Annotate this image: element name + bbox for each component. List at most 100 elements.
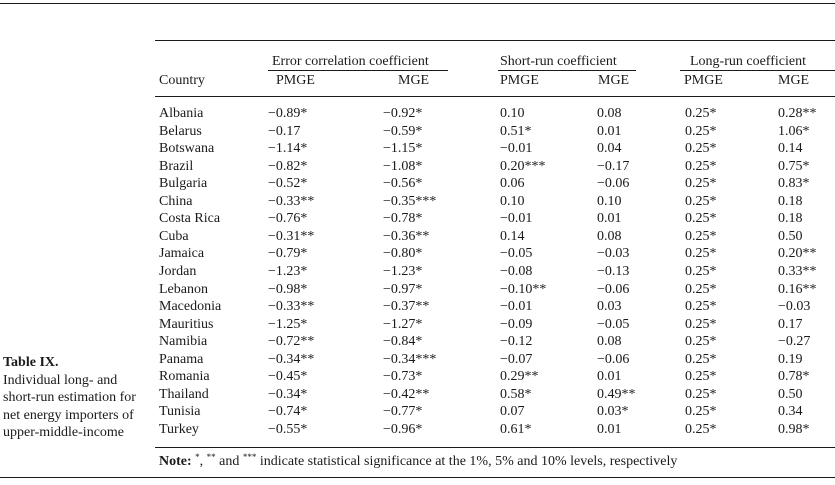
table-note: Note: *, ** and *** indicate statistical…: [159, 452, 678, 470]
cell-ec-pmge: −0.34*: [268, 386, 308, 402]
table-caption-text: Individual long- and short-run estimatio…: [3, 372, 136, 441]
cell-ec-mge: −1.27*: [383, 316, 423, 332]
note-sup-2: **: [206, 452, 216, 462]
cell-country: Costa Rica: [159, 211, 221, 227]
cell-sr-pmge: 0.10: [500, 106, 525, 121]
cell-lr-pmge: 0.25*: [685, 158, 717, 174]
table-row: Namibia −0.72** −0.84* −0.12 0.08 0.25* −0.27: [0, 334, 835, 352]
cell-sr-pmge: 0.20***: [500, 158, 546, 174]
cell-country: China: [159, 193, 193, 209]
table-row: Bulgaria −0.52* −0.56* 0.06 −0.06 0.25* 0.83*: [0, 176, 835, 194]
cell-sr-pmge: −0.12: [500, 334, 533, 350]
lr-group-underline: [680, 70, 835, 71]
cell-ec-pmge: −1.14*: [268, 141, 308, 157]
cell-ec-mge: −0.97*: [383, 281, 423, 297]
cell-sr-mge: −0.17: [597, 158, 630, 174]
cell-sr-mge: 0.03*: [597, 404, 629, 420]
cell-ec-mge: −0.59*: [383, 123, 423, 139]
cell-country: Macedonia: [159, 299, 222, 315]
cell-country: Cuba: [159, 228, 189, 244]
cell-sr-pmge: −0.07: [500, 351, 533, 367]
cell-sr-mge: 0.03: [597, 299, 622, 315]
cell-ec-mge: −1.08*: [383, 158, 423, 174]
cell-lr-pmge: 0.25*: [685, 193, 717, 209]
cell-sr-pmge: −0.08: [500, 263, 533, 279]
cell-lr-mge: 0.16**: [778, 281, 817, 297]
cell-lr-pmge: 0.25*: [685, 176, 717, 192]
cell-lr-mge: 0.50: [778, 228, 803, 244]
cell-lr-pmge: 0.25*: [685, 316, 717, 332]
cell-ec-pmge: −0.82*: [268, 158, 308, 174]
table-row: Turkey −0.55* −0.96* 0.61* 0.01 0.25* 0.98*: [0, 422, 835, 440]
cell-country: Lebanon: [159, 281, 208, 297]
cell-lr-mge: 0.17: [778, 316, 803, 332]
cell-lr-mge: 0.20**: [778, 246, 817, 262]
cell-ec-mge: −0.56*: [383, 176, 423, 192]
note-sep: ,: [199, 454, 204, 469]
table-row: Panama −0.34** −0.34*** −0.07 −0.06 0.25* 0.19: [0, 352, 835, 370]
cell-ec-pmge: −0.55*: [268, 421, 308, 437]
table-row: Macedonia −0.33** −0.37** −0.01 0.03 0.25* −0.…: [0, 299, 835, 317]
cell-ec-mge: −0.80*: [383, 246, 423, 262]
cell-sr-pmge: 0.58*: [500, 386, 532, 402]
note-text: indicate statistical significance at the…: [259, 454, 678, 469]
cell-sr-pmge: 0.10: [500, 193, 525, 209]
cell-lr-mge: 0.83*: [778, 176, 810, 192]
note-label: Note:: [159, 454, 192, 469]
cell-ec-pmge: −0.72**: [268, 334, 315, 350]
cell-sr-mge: 0.49**: [597, 386, 636, 402]
cell-lr-mge: 0.34: [778, 404, 803, 420]
cell-lr-pmge: 0.25*: [685, 123, 717, 139]
cell-country: Namibia: [159, 334, 208, 350]
cell-sr-mge: 0.01: [597, 369, 622, 385]
note-sup-3: ***: [242, 452, 257, 462]
cell-lr-mge: 0.75*: [778, 158, 810, 174]
table-row: Thailand −0.34* −0.42** 0.58* 0.49** 0.25* 0.5…: [0, 387, 835, 405]
column-header-ec-pmge: PMGE: [276, 73, 315, 88]
cell-ec-mge: −1.15*: [383, 141, 423, 157]
cell-sr-mge: 0.01: [597, 123, 622, 139]
cell-ec-mge: −0.92*: [383, 106, 423, 121]
cell-sr-mge: −0.13: [597, 263, 630, 279]
cell-lr-mge: −0.03: [778, 299, 811, 315]
table-row: Jamaica −0.79* −0.80* −0.05 −0.03 0.25* 0.20**: [0, 246, 835, 264]
cell-country: Turkey: [159, 421, 199, 437]
group-header-error-correlation: Error correlation coefficient: [272, 54, 429, 69]
cell-ec-pmge: −0.98*: [268, 281, 308, 297]
cell-sr-pmge: −0.10**: [500, 281, 547, 297]
cell-ec-pmge: −0.89*: [268, 106, 308, 121]
cell-sr-mge: 0.01: [597, 421, 622, 437]
table-title: Table IX.: [3, 355, 59, 370]
cell-sr-mge: 0.08: [597, 334, 622, 350]
cell-country: Mauritius: [159, 316, 214, 332]
cell-country: Brazil: [159, 158, 194, 174]
cell-ec-mge: −0.84*: [383, 334, 423, 350]
cell-sr-mge: −0.05: [597, 316, 630, 332]
column-header-lr-pmge: PMGE: [684, 73, 723, 88]
cell-ec-mge: −0.77*: [383, 404, 423, 420]
cell-lr-mge: 0.33**: [778, 263, 817, 279]
bottom-rule: [0, 477, 835, 478]
table-row: Albania −0.89* −0.92* 0.10 0.08 0.25* 0.28**: [0, 106, 835, 124]
cell-ec-pmge: −1.25*: [268, 316, 308, 332]
cell-sr-pmge: 0.14: [500, 228, 525, 244]
cell-country: Romania: [159, 369, 210, 385]
cell-sr-pmge: 0.61*: [500, 421, 532, 437]
table-row: Brazil −0.82* −1.08* 0.20*** −0.17 0.25* 0.75*: [0, 159, 835, 177]
cell-country: Albania: [159, 106, 204, 121]
cell-sr-pmge: 0.29**: [500, 369, 539, 385]
cell-ec-mge: −1.23*: [383, 263, 423, 279]
cell-lr-pmge: 0.25*: [685, 263, 717, 279]
cell-sr-mge: −0.06: [597, 281, 630, 297]
table-row: Tunisia −0.74* −0.77* 0.07 0.03* 0.25* 0.34: [0, 404, 835, 422]
cell-sr-mge: 0.08: [597, 228, 622, 244]
cell-country: Tunisia: [159, 404, 201, 420]
table-row: Romania −0.45* −0.73* 0.29** 0.01 0.25* 0.78*: [0, 369, 835, 387]
header-top-rule: [155, 40, 835, 41]
cell-sr-mge: 0.04: [597, 141, 622, 157]
cell-sr-pmge: −0.09: [500, 316, 533, 332]
cell-country: Bulgaria: [159, 176, 208, 192]
cell-sr-mge: −0.06: [597, 351, 630, 367]
table-row: Costa Rica −0.76* −0.78* −0.01 0.01 0.25* 0.18: [0, 211, 835, 229]
cell-ec-mge: −0.34***: [383, 351, 437, 367]
